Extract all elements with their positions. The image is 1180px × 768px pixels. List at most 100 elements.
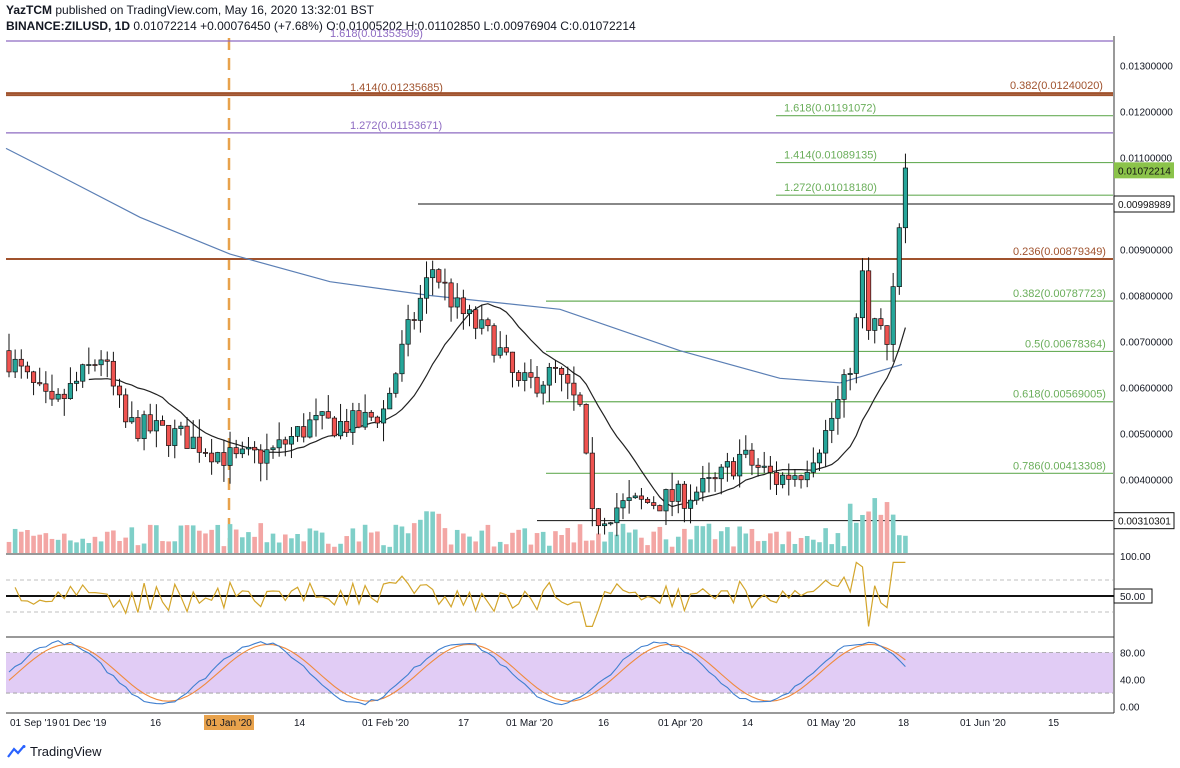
volume-bar — [792, 543, 798, 553]
volume-bar — [405, 533, 411, 553]
candle-body — [252, 446, 258, 451]
volume-bar — [694, 525, 699, 553]
volume-bar — [172, 541, 178, 553]
stoch-k-line — [8, 640, 906, 706]
candle-body — [245, 446, 252, 450]
volume-bar — [553, 531, 558, 553]
publisher-name[interactable]: YazTCM — [6, 3, 53, 17]
candle-body — [282, 439, 288, 445]
price-tag-label: 0.00310301 — [1118, 517, 1171, 528]
volume-bar — [227, 524, 233, 553]
volume-bar — [135, 545, 141, 553]
volume-bar — [49, 538, 55, 553]
candle-body — [159, 420, 166, 426]
candle-body — [331, 417, 337, 437]
volume-bar — [393, 524, 399, 553]
stoch-tick-label: 40.00 — [1120, 676, 1145, 687]
open-value: 0.01005202 — [338, 19, 403, 33]
volume-bar — [368, 532, 374, 553]
volume-bar — [682, 528, 687, 553]
candle-body — [755, 464, 761, 468]
candle-body — [135, 417, 141, 440]
close-value: 0.01072214 — [572, 19, 636, 33]
price-tag-box — [1113, 512, 1175, 530]
close-label: C: — [560, 19, 573, 33]
date-tick-label: 01 May '20 — [807, 718, 856, 729]
volume-bar — [344, 536, 349, 553]
candle-body — [442, 281, 448, 284]
volume-bar — [68, 540, 73, 553]
footer-brand[interactable]: TradingView — [6, 744, 102, 759]
candle-body — [620, 500, 626, 509]
volume-bar — [485, 524, 491, 553]
volume-bar — [375, 531, 380, 553]
volume-bar — [147, 524, 153, 553]
volume-bar — [289, 538, 294, 553]
candle-body — [743, 449, 749, 455]
price-tag-box — [1114, 162, 1174, 179]
volume-bar — [675, 536, 681, 553]
candle-body — [583, 404, 589, 454]
volume-bar — [651, 531, 656, 553]
candle-body — [473, 309, 479, 329]
volume-bar — [55, 539, 61, 553]
candle-body — [313, 414, 319, 421]
last-price: 0.01072214 — [133, 19, 197, 33]
candle-body — [55, 393, 61, 400]
price-tag-label: 0.00998989 — [1118, 200, 1171, 211]
price-change: +0.00076450 (+7.68%) — [200, 19, 323, 33]
volume-bar — [712, 539, 718, 553]
date-tick-label: 18 — [898, 718, 910, 729]
stoch-tick-label: 0.00 — [1120, 703, 1140, 714]
main-pane — [6, 38, 1113, 553]
candle-body — [638, 495, 644, 500]
candle-body — [18, 358, 24, 367]
candle-body — [12, 358, 18, 373]
candle-body — [123, 394, 129, 423]
candle-body — [516, 372, 522, 381]
volume-bar — [731, 546, 736, 553]
candle-body — [325, 411, 331, 419]
volume-bar — [847, 503, 853, 553]
volume-bar — [92, 536, 98, 553]
candle-body — [221, 452, 227, 466]
volume-bar — [178, 525, 184, 553]
candle-body — [49, 390, 55, 400]
volume-bar — [283, 534, 288, 553]
volume-bar — [338, 543, 343, 553]
candle-body — [509, 351, 516, 373]
volume-bar — [804, 536, 810, 553]
volume-bar — [817, 542, 822, 553]
candle-body — [448, 282, 454, 308]
candle-body — [417, 297, 423, 321]
volume-bar — [252, 536, 257, 553]
volume-bar — [448, 544, 454, 553]
volume-bar — [890, 514, 896, 553]
volume-bar — [141, 543, 147, 553]
volume-bar — [31, 535, 36, 553]
candle-body — [301, 426, 307, 438]
volume-bar — [25, 530, 30, 553]
candle-body — [595, 508, 601, 527]
volume-bar — [540, 531, 546, 553]
candle-body — [626, 497, 632, 501]
volume-bar — [491, 546, 497, 553]
candle-body — [866, 270, 872, 331]
candle-body — [362, 411, 368, 428]
candle-body — [104, 359, 110, 362]
candle-body — [319, 411, 325, 416]
candle-body — [804, 471, 810, 481]
rsi-tick-label: 100.00 — [1120, 552, 1151, 563]
candle-body — [657, 505, 663, 512]
candle-body — [295, 426, 301, 437]
candle-body — [374, 416, 380, 424]
fib-level-label: 1.414(0.01089135) — [784, 150, 877, 162]
candle-body — [485, 319, 491, 327]
candle-body — [859, 270, 866, 319]
volume-bar — [528, 544, 534, 553]
candle-body — [264, 449, 270, 464]
candle-body — [110, 360, 116, 387]
volume-bar — [860, 514, 865, 553]
date-tick-label: 16 — [150, 718, 162, 729]
